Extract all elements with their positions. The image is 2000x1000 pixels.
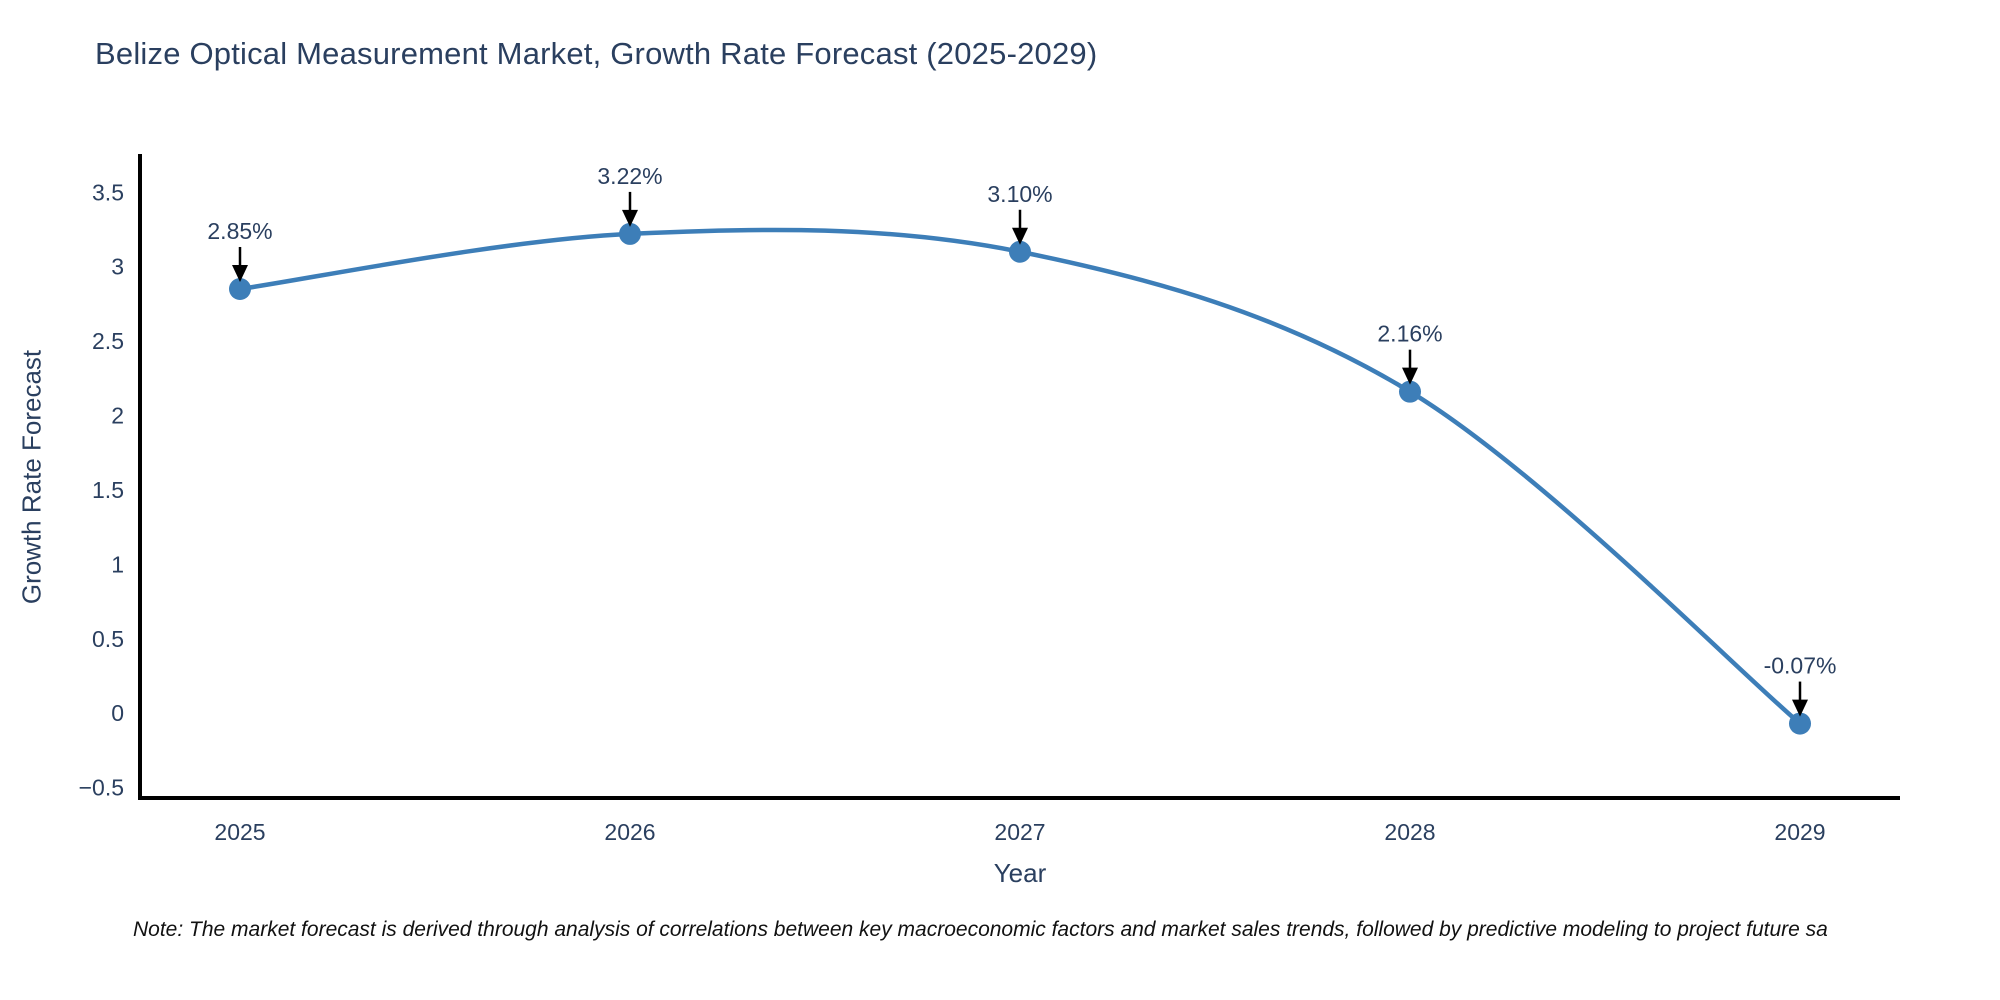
y-tick-label: 1.5 [92,477,124,503]
annotation-label: 2.16% [1377,321,1442,347]
x-tick-label: 2029 [1774,819,1825,845]
y-tick-label: 3.5 [92,179,124,205]
x-tick-label: 2028 [1384,819,1435,845]
y-tick-label: 0.5 [92,626,124,652]
annotation-label: 3.22% [597,163,662,189]
x-tick-label: 2027 [994,819,1045,845]
y-tick-label: 0 [111,700,124,726]
data-point-marker [1399,380,1421,403]
annotation-label: -0.07% [1764,653,1837,679]
annotation-arrow-head [232,264,248,282]
forecast-line [237,227,1803,726]
data-point-marker [1009,240,1031,263]
y-tick-label: 2.5 [92,328,124,354]
annotation-arrow-head [622,209,638,227]
chart-title: Belize Optical Measurement Market, Growt… [95,36,1098,71]
annotation-label: 2.85% [207,218,272,244]
data-point-marker [229,277,251,300]
footnote-text: Note: The market forecast is derived thr… [133,918,1828,941]
x-axis-title: Year [993,858,1047,888]
x-tick-label: 2026 [604,819,655,845]
data-point-marker [619,222,641,245]
y-tick-label: 2 [111,403,124,429]
y-axis-title: Growth Rate Forecast [16,349,47,605]
y-tick-label: 1 [111,551,124,577]
annotation-arrow-head [1012,227,1028,245]
data-point-marker [1789,712,1811,735]
x-tick-label: 2025 [214,819,265,845]
annotation-arrow-head [1792,699,1808,717]
y-tick-label: 3 [111,254,124,280]
annotation-arrow-head [1402,367,1418,385]
annotation-label: 3.10% [987,181,1052,207]
y-tick-label: −0.5 [79,775,124,801]
